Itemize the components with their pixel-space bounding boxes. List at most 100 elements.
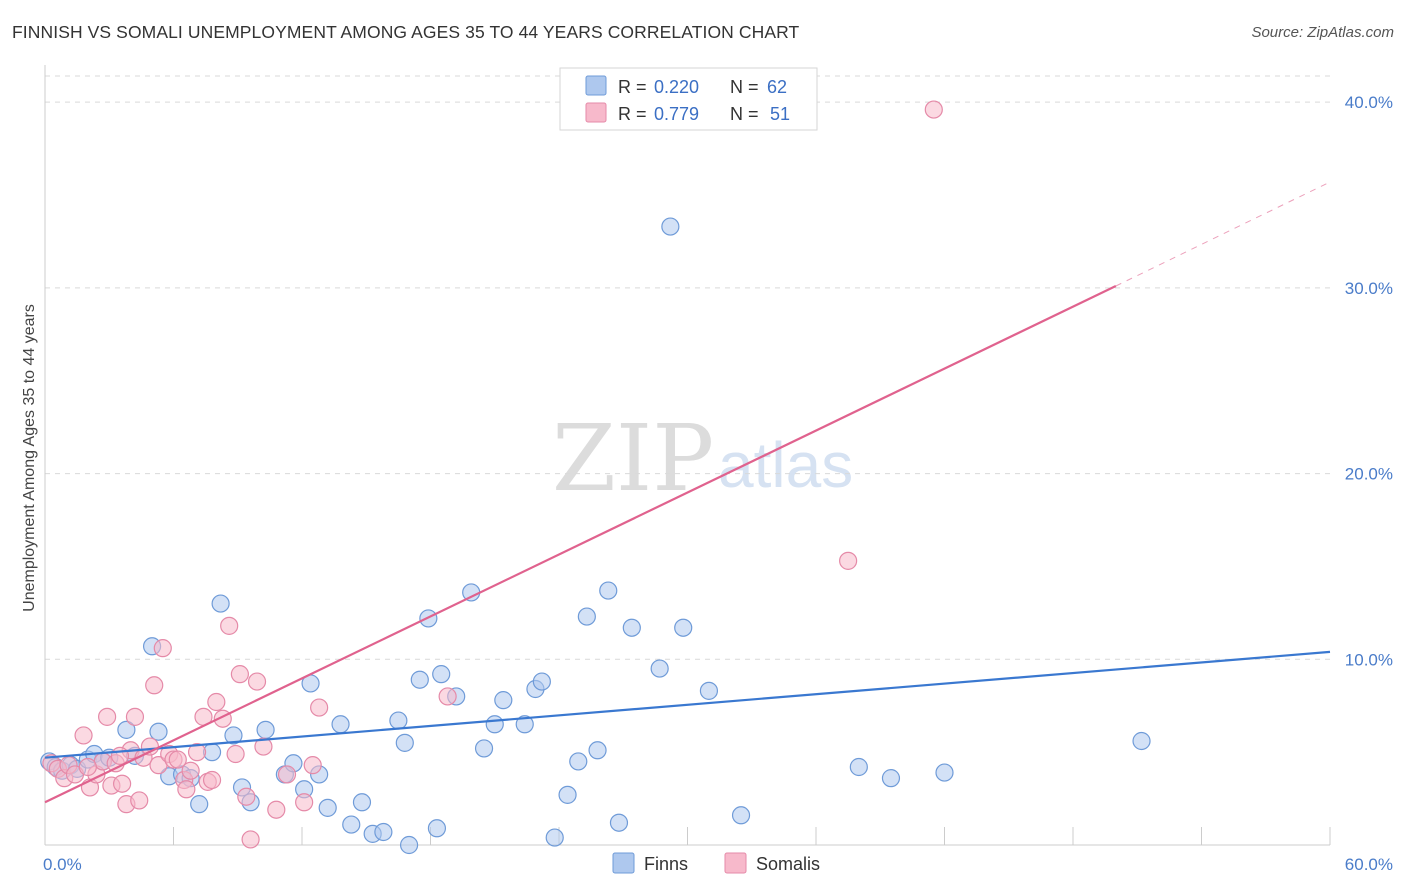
finns-point — [1132, 731, 1151, 751]
finns-point — [432, 665, 451, 684]
somalis-point — [112, 774, 132, 793]
chart-source: Source: ZipAtlas.com — [1251, 24, 1394, 41]
somalis-point — [230, 665, 249, 684]
finns-point — [117, 720, 136, 739]
finns-point — [569, 752, 588, 771]
finns-point — [545, 828, 564, 847]
finns-point — [224, 726, 243, 745]
finns-point — [399, 835, 419, 855]
legend-finns-n-value: 62 — [767, 77, 787, 97]
finns-point — [731, 806, 751, 825]
somalis-point — [168, 750, 187, 769]
finns-point — [318, 798, 337, 817]
somalis-point — [220, 616, 239, 635]
finns-point — [699, 681, 719, 700]
legend-finns-r-value: 0.220 — [654, 77, 699, 97]
somalis-point — [277, 765, 297, 784]
finns-point — [849, 757, 868, 777]
finns-point — [410, 670, 429, 689]
axes — [44, 65, 1331, 846]
somalis-point — [187, 743, 207, 762]
somalis-point — [130, 791, 149, 810]
somalis-point — [145, 676, 164, 695]
somalis-point — [237, 787, 256, 806]
bottom-legend: Finns Somalis — [612, 852, 820, 874]
legend-somalis-n-label: N = — [730, 104, 759, 124]
finns-point — [577, 607, 596, 626]
bottom-legend-finns: Finns — [644, 854, 688, 874]
bottom-legend-somalis: Somalis — [756, 854, 820, 874]
finns-point — [352, 793, 372, 812]
somalis-point — [98, 707, 117, 726]
somalis-point — [74, 726, 93, 745]
somalis-point — [181, 761, 200, 780]
somalis-point — [241, 830, 260, 849]
series-somalis-points — [42, 100, 943, 849]
finns-point — [331, 715, 350, 734]
somalis-point — [254, 737, 273, 756]
somalis-point — [177, 780, 196, 799]
finns-point — [190, 795, 209, 814]
somalis-point — [202, 770, 222, 790]
somalis-point — [78, 757, 97, 777]
somalis-point — [153, 639, 172, 658]
finns-point — [395, 733, 414, 752]
legend-finns-r-label: R = — [618, 77, 647, 97]
somalis-point — [247, 672, 267, 691]
y-tick-label: 20.0% — [1345, 465, 1393, 484]
somalis-point — [267, 800, 286, 819]
finns-point — [935, 763, 954, 782]
somalis-point — [310, 698, 329, 717]
finns-point — [650, 659, 669, 678]
somalis-trend-line — [44, 285, 1117, 804]
somalis-point — [303, 756, 322, 775]
bottom-legend-swatch-somalis — [724, 852, 747, 874]
watermark-zip: ZIP — [552, 405, 714, 512]
x-tick-label: 60.0% — [1345, 855, 1393, 874]
legend-finns-n-label: N = — [730, 77, 759, 97]
finns-trend-line — [44, 650, 1331, 759]
finns-point — [661, 217, 680, 236]
y-tick-label: 40.0% — [1345, 93, 1393, 112]
somalis-point — [207, 692, 226, 712]
x-tick-labels: 0.0% 60.0% — [43, 855, 1393, 874]
legend-swatch-somalis — [585, 102, 607, 123]
finns-point — [588, 741, 607, 760]
somalis-point — [924, 100, 943, 119]
legend-somalis-r-label: R = — [618, 104, 647, 124]
somalis-point — [295, 793, 314, 812]
finns-point — [427, 819, 447, 838]
somalis-point — [839, 551, 858, 570]
legend-somalis-r-value: 0.779 — [654, 104, 699, 124]
finns-point — [149, 722, 168, 741]
y-tick-label: 10.0% — [1345, 650, 1393, 669]
legend-somalis-n-value: 51 — [770, 104, 790, 124]
x-tick-label: 0.0% — [43, 855, 82, 874]
watermark: ZIP atlas — [552, 405, 853, 512]
finns-point — [462, 583, 481, 602]
somalis-point — [110, 746, 130, 765]
finns-point — [389, 711, 408, 730]
finns-point — [256, 720, 275, 739]
y-tick-labels: 10.0% 20.0% 30.0% 40.0% — [1345, 93, 1393, 669]
legend-swatch-finns — [585, 75, 607, 96]
y-axis-label: Unemployment Among Ages 35 to 44 years — [21, 304, 38, 612]
finns-point — [374, 822, 393, 842]
somalis-point — [226, 744, 245, 764]
somalis-trend-extension — [1115, 181, 1331, 287]
somalis-point — [125, 707, 145, 726]
legend: R = 0.220 N = 62 R = 0.779 N = 51 — [559, 67, 818, 131]
finns-point — [609, 813, 629, 832]
finns-point — [485, 715, 504, 734]
trend-lines — [44, 181, 1331, 804]
finns-point — [515, 715, 534, 734]
chart-title: FINNISH VS SOMALI UNEMPLOYMENT AMONG AGE… — [12, 22, 800, 42]
finns-point — [558, 785, 577, 804]
finns-point — [474, 739, 494, 758]
finns-point — [494, 691, 513, 710]
finns-point — [342, 815, 361, 834]
finns-point — [599, 581, 618, 600]
y-tick-label: 30.0% — [1345, 279, 1393, 298]
bottom-legend-swatch-finns — [612, 852, 635, 874]
